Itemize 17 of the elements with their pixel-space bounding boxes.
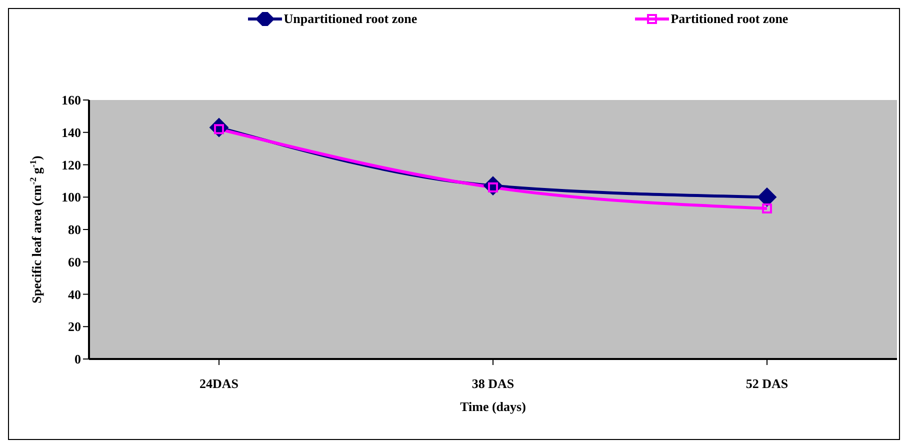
x-axis-title: Time (days) [460, 399, 526, 414]
y-tick-label: 60 [68, 254, 81, 270]
legend-label: Partitioned root zone [670, 11, 788, 27]
y-tick-label: 40 [68, 286, 81, 302]
y-tick-label: 20 [68, 319, 81, 334]
x-tick-label: 52 DAS [746, 376, 788, 392]
x-tick-label: 38 DAS [472, 376, 514, 392]
y-tick-label: 100 [62, 190, 81, 205]
legend-label: Unpartitioned root zone [284, 11, 418, 27]
point [758, 188, 776, 207]
y-tick-label: 120 [62, 157, 81, 172]
y-tick-label: 140 [62, 124, 81, 140]
y-tick-label: 80 [68, 222, 81, 238]
y-tick-label: 160 [62, 92, 81, 108]
y-tick-label: 0 [74, 352, 81, 367]
x-tick-label: 24DAS [199, 376, 239, 392]
point [762, 203, 772, 214]
